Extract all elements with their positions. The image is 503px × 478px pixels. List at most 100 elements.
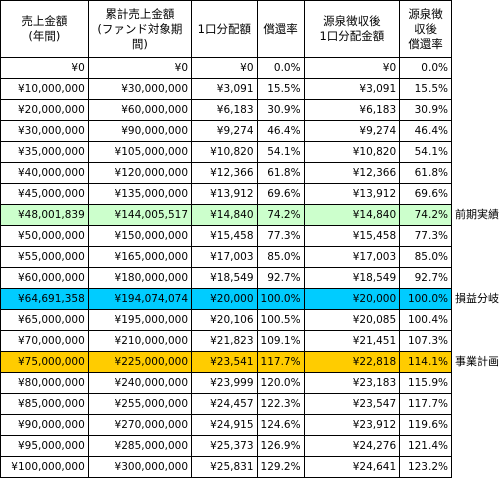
cumulative-sales-cell: ¥195,000,000 bbox=[87, 309, 193, 331]
table-row: ¥65,000,000 ¥195,000,000 ¥20,106 100.5% ¥20,… bbox=[0, 309, 503, 331]
after-tax-distribution-cell: ¥0 bbox=[303, 57, 401, 79]
after-tax-rate-cell: 92.7% bbox=[399, 267, 452, 289]
cumulative-sales-cell: ¥90,000,000 bbox=[87, 120, 193, 142]
annual-sales-cell: ¥40,000,000 bbox=[0, 162, 89, 184]
distribution-cell: ¥9,274 bbox=[191, 120, 258, 142]
cumulative-sales-cell: ¥120,000,000 bbox=[87, 162, 193, 184]
redemption-rate-cell: 126.9% bbox=[256, 435, 305, 457]
redemption-rate-cell: 124.6% bbox=[256, 414, 305, 436]
after-tax-rate-cell: 0.0% bbox=[399, 57, 452, 79]
redemption-rate-cell: 15.5% bbox=[256, 78, 305, 100]
cumulative-sales-cell: ¥150,000,000 bbox=[87, 225, 193, 247]
cumulative-sales-cell: ¥285,000,000 bbox=[87, 435, 193, 457]
redemption-rate-cell: 46.4% bbox=[256, 120, 305, 142]
after-tax-distribution-cell: ¥18,549 bbox=[303, 267, 401, 289]
table-row: ¥95,000,000 ¥285,000,000 ¥25,373 126.9% ¥24,… bbox=[0, 435, 503, 457]
row-note bbox=[451, 79, 502, 100]
after-tax-rate-cell: 85.0% bbox=[399, 246, 452, 268]
after-tax-rate-cell: 77.3% bbox=[399, 225, 452, 247]
cumulative-sales-cell: ¥0 bbox=[87, 57, 193, 79]
annual-sales-cell: ¥45,000,000 bbox=[0, 183, 89, 205]
cumulative-sales-cell: ¥194,074,074 bbox=[87, 288, 193, 310]
annual-sales-cell: ¥100,000,000 bbox=[0, 456, 89, 478]
distribution-cell: ¥25,831 bbox=[191, 456, 258, 478]
after-tax-rate-cell: 100.4% bbox=[399, 309, 452, 331]
annual-sales-cell: ¥30,000,000 bbox=[0, 120, 89, 142]
header-distribution-per-unit: 1口分配額 bbox=[191, 0, 258, 58]
annual-sales-cell: ¥85,000,000 bbox=[0, 393, 89, 415]
after-tax-distribution-cell: ¥17,003 bbox=[303, 246, 401, 268]
table-row: ¥64,691,358 ¥194,074,074 ¥20,000 100.0% ¥20,… bbox=[0, 288, 503, 310]
distribution-cell: ¥10,820 bbox=[191, 141, 258, 163]
redemption-rate-cell: 117.7% bbox=[256, 351, 305, 373]
after-tax-distribution-cell: ¥23,547 bbox=[303, 393, 401, 415]
after-tax-rate-cell: 61.8% bbox=[399, 162, 452, 184]
after-tax-rate-cell: 114.1% bbox=[399, 351, 452, 373]
redemption-rate-cell: 100.0% bbox=[256, 288, 305, 310]
redemption-rate-cell: 122.3% bbox=[256, 393, 305, 415]
distribution-cell: ¥6,183 bbox=[191, 99, 258, 121]
annual-sales-cell: ¥20,000,000 bbox=[0, 99, 89, 121]
after-tax-distribution-cell: ¥23,183 bbox=[303, 372, 401, 394]
table-row: ¥35,000,000 ¥105,000,000 ¥10,820 54.1% ¥10,8… bbox=[0, 141, 503, 163]
annual-sales-cell: ¥65,000,000 bbox=[0, 309, 89, 331]
cumulative-sales-cell: ¥30,000,000 bbox=[87, 78, 193, 100]
cumulative-sales-cell: ¥105,000,000 bbox=[87, 141, 193, 163]
distribution-cell: ¥13,912 bbox=[191, 183, 258, 205]
annual-sales-cell: ¥80,000,000 bbox=[0, 372, 89, 394]
after-tax-rate-cell: 115.9% bbox=[399, 372, 452, 394]
distribution-cell: ¥23,999 bbox=[191, 372, 258, 394]
row-note bbox=[451, 436, 502, 457]
after-tax-rate-cell: 46.4% bbox=[399, 120, 452, 142]
redemption-rate-cell: 74.2% bbox=[256, 204, 305, 226]
cumulative-sales-cell: ¥300,000,000 bbox=[87, 456, 193, 478]
distribution-cell: ¥18,549 bbox=[191, 267, 258, 289]
row-note bbox=[451, 58, 502, 79]
distribution-cell: ¥24,457 bbox=[191, 393, 258, 415]
after-tax-rate-cell: 15.5% bbox=[399, 78, 452, 100]
distribution-cell: ¥23,541 bbox=[191, 351, 258, 373]
table-row: ¥85,000,000 ¥255,000,000 ¥24,457 122.3% ¥23,… bbox=[0, 393, 503, 415]
after-tax-distribution-cell: ¥3,091 bbox=[303, 78, 401, 100]
after-tax-rate-cell: 117.7% bbox=[399, 393, 452, 415]
annual-sales-cell: ¥35,000,000 bbox=[0, 141, 89, 163]
row-note bbox=[451, 310, 502, 331]
redemption-rate-cell: 0.0% bbox=[256, 57, 305, 79]
redemption-rate-cell: 120.0% bbox=[256, 372, 305, 394]
after-tax-distribution-cell: ¥9,274 bbox=[303, 120, 401, 142]
annual-sales-cell: ¥48,001,839 bbox=[0, 204, 89, 226]
after-tax-distribution-cell: ¥24,641 bbox=[303, 456, 401, 478]
table-row: ¥100,000,000 ¥300,000,000 ¥25,831 129.2% ¥24… bbox=[0, 456, 503, 478]
row-note bbox=[451, 394, 502, 415]
after-tax-distribution-cell: ¥23,912 bbox=[303, 414, 401, 436]
row-note bbox=[451, 268, 502, 289]
cumulative-sales-cell: ¥165,000,000 bbox=[87, 246, 193, 268]
cumulative-sales-cell: ¥225,000,000 bbox=[87, 351, 193, 373]
after-tax-rate-cell: 74.2% bbox=[399, 204, 452, 226]
cumulative-sales-cell: ¥144,005,517 bbox=[87, 204, 193, 226]
table-row: ¥45,000,000 ¥135,000,000 ¥13,912 69.6% ¥13,9… bbox=[0, 183, 503, 205]
row-note bbox=[451, 331, 502, 352]
row-note bbox=[451, 226, 502, 247]
row-note bbox=[451, 373, 502, 394]
after-tax-distribution-cell: ¥20,085 bbox=[303, 309, 401, 331]
annual-sales-cell: ¥60,000,000 bbox=[0, 267, 89, 289]
table-row: ¥80,000,000 ¥240,000,000 ¥23,999 120.0% ¥23,… bbox=[0, 372, 503, 394]
annual-sales-cell: ¥50,000,000 bbox=[0, 225, 89, 247]
table-row: ¥10,000,000 ¥30,000,000 ¥3,091 15.5% ¥3,091 1… bbox=[0, 78, 503, 100]
header-after-tax-distribution: 源泉徴収後 1口分配金額 bbox=[303, 0, 401, 58]
row-note bbox=[451, 142, 502, 163]
after-tax-rate-cell: 123.2% bbox=[399, 456, 452, 478]
after-tax-distribution-cell: ¥14,840 bbox=[303, 204, 401, 226]
after-tax-rate-cell: 30.9% bbox=[399, 99, 452, 121]
row-note bbox=[451, 100, 502, 121]
row-note bbox=[451, 247, 502, 268]
table-row: ¥75,000,000 ¥225,000,000 ¥23,541 117.7% ¥22,… bbox=[0, 351, 503, 373]
distribution-cell: ¥25,373 bbox=[191, 435, 258, 457]
distribution-cell: ¥15,458 bbox=[191, 225, 258, 247]
table-row: ¥60,000,000 ¥180,000,000 ¥18,549 92.7% ¥18,5… bbox=[0, 267, 503, 289]
table-row: ¥50,000,000 ¥150,000,000 ¥15,458 77.3% ¥15,4… bbox=[0, 225, 503, 247]
table-row: ¥0 ¥0 ¥0 0.0% ¥0 0.0% bbox=[0, 57, 503, 79]
